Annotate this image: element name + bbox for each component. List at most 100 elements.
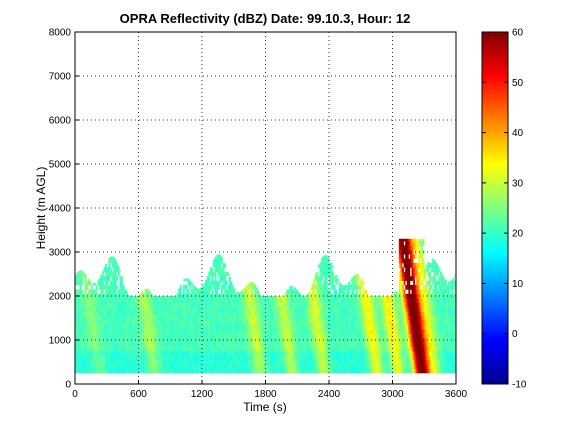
heatmap-cell (122, 359, 125, 365)
heatmap-cell (357, 315, 360, 321)
heatmap-cell (186, 355, 189, 361)
heatmap-cell (343, 368, 346, 374)
heatmap-cell (368, 337, 371, 343)
heatmap-cell (443, 277, 446, 281)
heatmap-cell (162, 298, 165, 303)
heatmap-cell (152, 315, 155, 321)
heatmap-cell (252, 282, 255, 286)
heatmap-cell (186, 329, 189, 334)
heatmap-cell (113, 364, 115, 369)
heatmap-cell (284, 368, 287, 374)
heatmap-cell (406, 320, 409, 325)
heatmap-cell (319, 337, 322, 343)
heatmap-cell (355, 280, 358, 286)
heatmap-cell (357, 346, 360, 352)
heatmap-cell (343, 324, 346, 330)
heatmap-cell (84, 351, 87, 356)
heatmap-cell (351, 342, 354, 347)
heatmap-cell (273, 368, 276, 374)
heatmap-cell (114, 364, 117, 369)
heatmap-cell (228, 320, 231, 325)
heatmap-cell (443, 289, 446, 295)
heatmap-cell (267, 359, 269, 365)
heatmap-cell (90, 355, 93, 361)
heatmap-cell (230, 285, 233, 290)
heatmap-cell (300, 351, 303, 356)
heatmap-cell (144, 333, 147, 339)
heatmap-cell (413, 333, 416, 339)
heatmap-cell (252, 368, 255, 374)
heatmap-cell (168, 329, 171, 334)
heatmap-cell (395, 359, 398, 365)
heatmap-cell (159, 337, 162, 343)
heatmap-cell (370, 368, 373, 374)
heatmap-cell (392, 333, 395, 339)
heatmap-cell (363, 359, 366, 365)
heatmap-cell (343, 337, 346, 343)
heatmap-cell (130, 302, 133, 308)
heatmap-cell (128, 315, 131, 321)
heatmap-cell (327, 324, 330, 330)
heatmap-cell (286, 359, 289, 365)
heatmap-cell (149, 342, 152, 347)
heatmap-cell (240, 337, 242, 343)
heatmap-cell (321, 267, 323, 273)
heatmap-cell (332, 351, 335, 356)
heatmap-cell (251, 285, 254, 290)
heatmap-cell (379, 368, 382, 374)
heatmap-cell (132, 346, 135, 352)
heatmap-cell (329, 320, 331, 325)
heatmap-cell (290, 320, 293, 325)
heatmap-cell (286, 346, 289, 352)
heatmap-cell (281, 359, 284, 365)
heatmap-cell (224, 293, 227, 299)
heatmap-cell (371, 302, 374, 308)
heatmap-cell (216, 359, 219, 365)
heatmap-cell (294, 315, 296, 321)
heatmap-cell (316, 346, 319, 352)
heatmap-cell (357, 320, 360, 325)
heatmap-cell (144, 368, 147, 374)
heatmap-cell (113, 293, 115, 299)
heatmap-cell (294, 320, 296, 325)
heatmap-cell (159, 329, 162, 334)
heatmap-cell (327, 256, 330, 259)
heatmap-cell (187, 320, 190, 325)
heatmap-cell (208, 359, 211, 365)
heatmap-cell (271, 296, 274, 299)
heatmap-cell (94, 351, 96, 356)
heatmap-cell (429, 359, 431, 365)
heatmap-cell (170, 355, 173, 361)
heatmap-cell (209, 285, 212, 290)
heatmap-cell (222, 351, 225, 356)
heatmap-cell (446, 315, 449, 321)
heatmap-cell (152, 302, 155, 308)
heatmap-cell (101, 307, 104, 312)
heatmap-cell (281, 320, 284, 325)
heatmap-cell (384, 355, 387, 361)
heatmap-cell (424, 285, 427, 290)
heatmap-cell (276, 337, 279, 343)
heatmap-cell (362, 302, 365, 308)
heatmap-cell (343, 293, 346, 299)
heatmap-cell (419, 315, 422, 321)
heatmap-cell (398, 289, 401, 295)
heatmap-cell (232, 346, 235, 352)
heatmap-cell (384, 298, 387, 303)
heatmap-cell (419, 359, 422, 365)
heatmap-cell (176, 293, 179, 295)
heatmap-cell (241, 320, 244, 325)
heatmap-cell (438, 307, 441, 312)
heatmap-cell (249, 329, 252, 334)
heatmap-cell (278, 302, 281, 308)
heatmap-cell (197, 333, 200, 339)
heatmap-cell (363, 342, 366, 347)
heatmap-cell (443, 337, 446, 343)
heatmap-cell (417, 333, 420, 339)
heatmap-cell (259, 368, 262, 374)
heatmap-cell (278, 329, 281, 334)
heatmap-cell (254, 307, 257, 312)
heatmap-cell (217, 324, 220, 330)
heatmap-cell (438, 355, 441, 361)
heatmap-cell (348, 315, 350, 321)
